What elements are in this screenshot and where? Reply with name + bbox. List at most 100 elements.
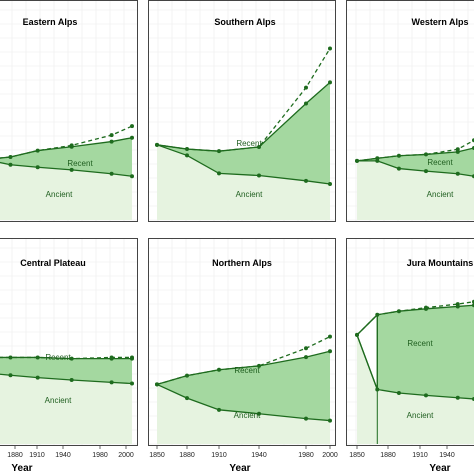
x-axis-title: Year [429,463,450,474]
total-point [304,101,308,106]
ancient-point [396,391,401,396]
panel-border [0,0,138,222]
total-point [328,80,332,85]
total-line [356,304,474,336]
recent-label: Recent [45,353,71,362]
total-line [356,147,474,162]
total-point [109,139,114,144]
x-tick-label: 1910 [29,452,45,459]
projection-point [109,355,114,360]
panel-southern-alps: Recent Ancient Southern Alps [148,0,336,222]
ancient-area [357,334,474,444]
ancient-line [357,160,474,177]
ancient-point [257,173,261,178]
panel-title: Southern Alps [214,17,275,27]
panel-border [346,0,474,222]
x-tick-label: 1940 [55,452,71,459]
ancient-line [0,373,133,385]
recent-area [357,305,474,399]
projection-point [304,346,308,351]
panel-central-plateau: Recent Ancient Central Plateau [0,238,138,446]
projection-point [130,355,134,360]
ancient-point [130,174,134,179]
ancient-label: Ancient [234,411,261,420]
panel-jura-mountains: Recent Ancient Jura Mountains [346,238,474,446]
ancient-line [356,334,474,400]
panel-body: Recent Ancient [148,0,336,222]
panel-body: Recent Ancient [346,0,474,222]
total-point [423,152,428,157]
ancient-point [69,167,74,172]
ancient-point [375,387,380,392]
recent-label: Recent [236,139,262,148]
ancient-point [217,407,221,412]
ancient-area [357,160,474,220]
total-point [35,355,40,360]
panel-title: Jura Mountains [407,258,474,268]
total-point [130,135,134,140]
ancient-point [328,182,332,186]
ancient-point [35,375,40,380]
ancient-label: Ancient [427,190,454,199]
x-tick-label: 1980 [92,452,108,459]
x-axis-title: Year [229,463,250,474]
x-tick-label: 1880 [179,452,195,459]
total-point [396,153,401,158]
ancient-point [8,162,13,167]
total-point [69,356,74,361]
ancient-point [185,396,189,401]
x-tick-label: 1940 [251,452,267,459]
total-point [185,147,189,152]
panel-border [346,238,474,446]
ancient-point [257,411,261,416]
ancient-point [304,178,308,183]
ancient-point [109,380,114,385]
recent-area [157,82,330,184]
ancient-point [328,418,332,423]
ancient-line [0,161,133,177]
panel-body: Recent Ancient [346,238,474,446]
ancient-point [35,165,40,170]
projection-point [455,147,460,152]
projection-point [455,302,460,307]
total-point [328,349,332,354]
ancient-point [423,393,428,398]
recent-label: Recent [234,366,260,375]
ancient-label: Ancient [236,190,263,199]
ancient-label: Ancient [45,396,72,405]
total-point [355,332,359,337]
total-point [375,156,380,161]
recent-area [157,351,330,421]
total-point [155,382,159,387]
panel-body: Recent Ancient [0,238,138,446]
total-point [375,312,380,317]
total-point [8,155,13,159]
total-point [396,309,401,314]
panel-border [0,238,138,446]
recent-area [357,148,474,177]
x-tick-label: 1880 [7,452,23,459]
x-axis-title: Year [11,463,32,474]
panel-title: Eastern Alps [23,17,78,27]
projection-point [328,46,332,51]
projection-point [304,85,308,90]
total-point [257,144,261,149]
ancient-line [156,144,331,185]
panel-northern-alps: Recent Ancient Northern Alps [148,238,336,446]
panel-western-alps: Recent Ancient Western Alps [346,0,474,222]
projection-point [109,133,114,138]
x-tick-label: 2000 [118,452,134,459]
ancient-area [0,162,132,220]
ancient-point [396,166,401,171]
ancient-point [185,153,189,158]
total-line [156,81,331,152]
panel-body: Recent Ancient [0,0,138,222]
total-point [217,367,221,372]
total-point [355,158,359,163]
total-line [0,137,133,159]
x-tick-label: 1850 [149,452,165,459]
panel-title: Central Plateau [20,258,86,268]
recent-label: Recent [407,339,433,348]
ancient-label: Ancient [46,190,73,199]
